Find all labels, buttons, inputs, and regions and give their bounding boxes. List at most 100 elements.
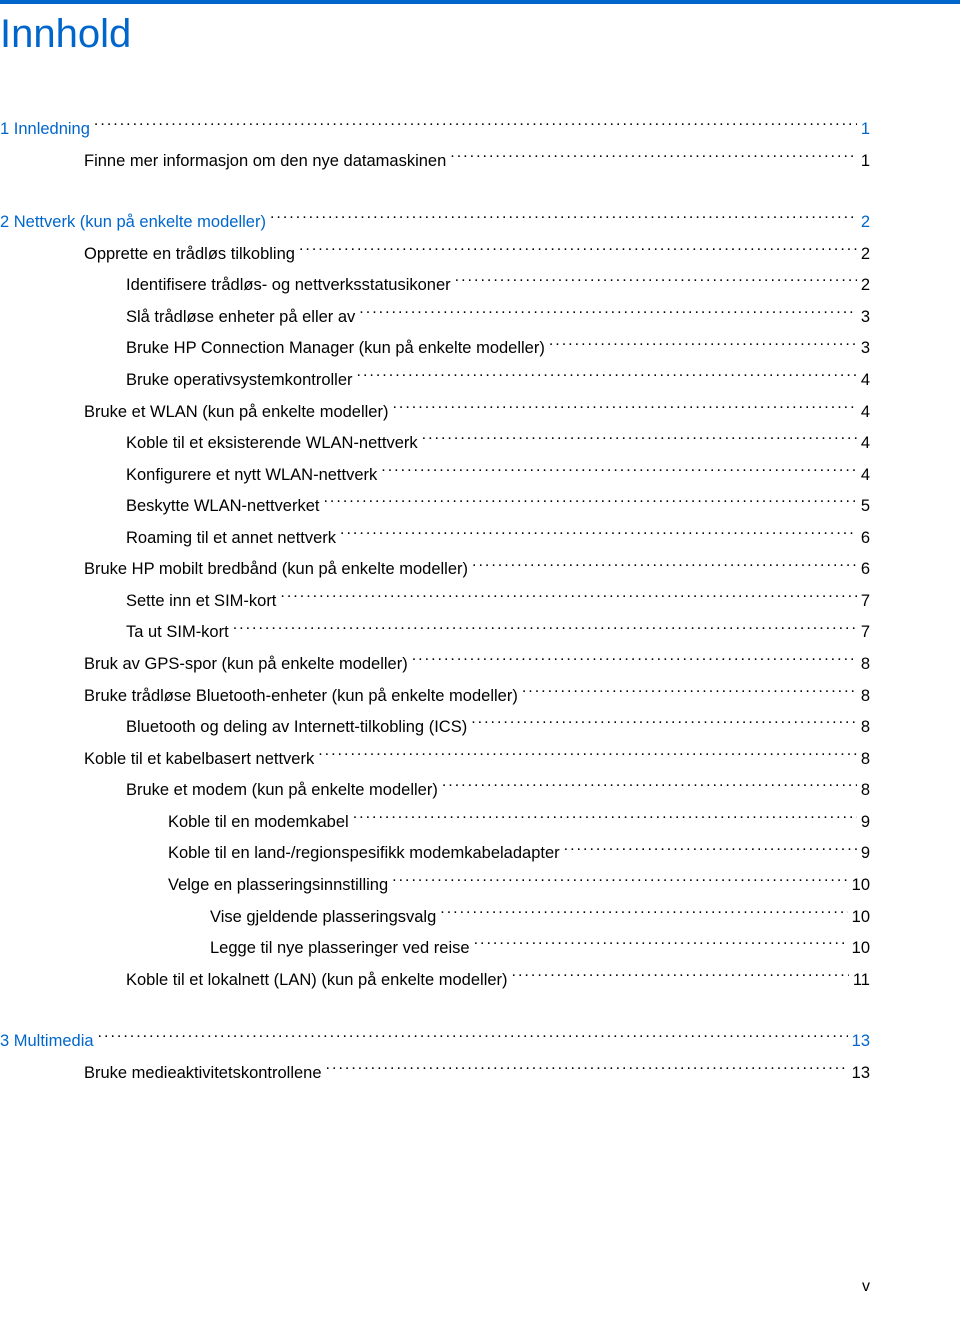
toc-leader-dots	[270, 211, 857, 228]
toc-leader-dots	[353, 810, 857, 827]
toc-entry[interactable]: Finne mer informasjon om den nye datamas…	[0, 149, 870, 175]
toc-leader-dots	[512, 968, 849, 985]
toc-entry-label: Koble til en modemkabel	[168, 810, 349, 836]
toc-entry[interactable]: Velge en plasseringsinnstilling 10	[0, 873, 870, 899]
toc-entry[interactable]: 1 Innledning 1	[0, 117, 870, 143]
toc-entry-page: 4	[861, 400, 870, 426]
toc-entry[interactable]: Bruke et modem (kun på enkelte modeller)…	[0, 778, 870, 804]
toc-entry[interactable]: Koble til en modemkabel 9	[0, 810, 870, 836]
toc-entry-label: Koble til et lokalnett (LAN) (kun på enk…	[126, 968, 508, 994]
toc-leader-dots	[340, 526, 857, 543]
toc-entry[interactable]: Bruke trådløse Bluetooth-enheter (kun på…	[0, 684, 870, 710]
table-of-contents: 1 Innledning 1 Finne mer informasjon om d…	[0, 117, 870, 1086]
toc-entry[interactable]: Vise gjeldende plasseringsvalg 10	[0, 905, 870, 931]
toc-entry-page: 4	[861, 368, 870, 394]
toc-entry-page: 10	[852, 873, 870, 899]
toc-entry-page: 2	[861, 273, 870, 299]
toc-entry[interactable]: Bruke operativsystemkontroller 4	[0, 368, 870, 394]
toc-entry[interactable]: Bruke medieaktivitetskontrollene 13	[0, 1061, 870, 1087]
toc-entry[interactable]: Legge til nye plasseringer ved reise 10	[0, 936, 870, 962]
toc-entry[interactable]: Bruke et WLAN (kun på enkelte modeller) …	[0, 400, 870, 426]
toc-entry-page: 11	[853, 968, 870, 994]
toc-entry-page: 13	[852, 1029, 870, 1055]
toc-leader-dots	[549, 337, 857, 354]
toc-entry[interactable]: Slå trådløse enheter på eller av 3	[0, 305, 870, 331]
toc-leader-dots	[94, 118, 857, 135]
toc-entry-page: 8	[861, 778, 870, 804]
toc-leader-dots	[442, 779, 857, 796]
toc-entry-page: 7	[861, 620, 870, 646]
page-number: v	[862, 1278, 870, 1296]
toc-entry-page: 1	[861, 149, 870, 175]
toc-entry-label: Bruke operativsystemkontroller	[126, 368, 353, 394]
toc-entry[interactable]: Ta ut SIM-kort 7	[0, 620, 870, 646]
toc-leader-dots	[280, 589, 856, 606]
toc-leader-dots	[474, 937, 848, 954]
toc-entry-label: Bruk av GPS-spor (kun på enkelte modelle…	[84, 652, 408, 678]
toc-entry-label: Bruke et modem (kun på enkelte modeller)	[126, 778, 438, 804]
toc-entry-label: Opprette en trådløs tilkobling	[84, 242, 295, 268]
toc-entry-page: 8	[861, 652, 870, 678]
toc-entry[interactable]: Bruk av GPS-spor (kun på enkelte modelle…	[0, 652, 870, 678]
toc-entry[interactable]: Koble til et lokalnett (LAN) (kun på enk…	[0, 968, 870, 994]
toc-entry-label: Bruke et WLAN (kun på enkelte modeller)	[84, 400, 388, 426]
toc-entry[interactable]: Konfigurere et nytt WLAN-nettverk 4	[0, 463, 870, 489]
toc-entry[interactable]: Beskytte WLAN-nettverket 5	[0, 494, 870, 520]
toc-entry[interactable]: Koble til et kabelbasert nettverk 8	[0, 747, 870, 773]
toc-entry-label: Beskytte WLAN-nettverket	[126, 494, 319, 520]
toc-entry[interactable]: Identifisere trådløs- og nettverksstatus…	[0, 273, 870, 299]
toc-entry-page: 2	[861, 210, 870, 236]
toc-entry[interactable]: Bruke HP mobilt bredbånd (kun på enkelte…	[0, 557, 870, 583]
toc-entry[interactable]: Opprette en trådløs tilkobling 2	[0, 242, 870, 268]
toc-entry-label: 2 Nettverk (kun på enkelte modeller)	[0, 210, 266, 236]
toc-leader-dots	[299, 242, 857, 259]
toc-entry-label: Koble til et eksisterende WLAN-nettverk	[126, 431, 418, 457]
toc-entry-page: 4	[861, 463, 870, 489]
toc-leader-dots	[422, 432, 857, 449]
toc-leader-dots	[455, 274, 857, 291]
toc-entry-page: 2	[861, 242, 870, 268]
section-gap	[0, 180, 870, 210]
toc-entry-label: Koble til et kabelbasert nettverk	[84, 747, 314, 773]
toc-entry-label: Vise gjeldende plasseringsvalg	[210, 905, 436, 931]
toc-entry-label: Velge en plasseringsinnstilling	[168, 873, 388, 899]
toc-entry-page: 10	[852, 936, 870, 962]
toc-entry-label: Legge til nye plasseringer ved reise	[210, 936, 470, 962]
toc-entry-page: 10	[852, 905, 870, 931]
toc-leader-dots	[472, 558, 857, 575]
toc-entry[interactable]: Koble til et eksisterende WLAN-nettverk …	[0, 431, 870, 457]
toc-entry-page: 6	[861, 557, 870, 583]
toc-entry-label: Konfigurere et nytt WLAN-nettverk	[126, 463, 377, 489]
toc-leader-dots	[450, 149, 857, 166]
toc-entry-page: 3	[861, 336, 870, 362]
toc-entry[interactable]: Bluetooth og deling av Internett-tilkobl…	[0, 715, 870, 741]
toc-entry[interactable]: Bruke HP Connection Manager (kun på enke…	[0, 336, 870, 362]
toc-entry[interactable]: Sette inn et SIM-kort 7	[0, 589, 870, 615]
toc-entry-label: Finne mer informasjon om den nye datamas…	[84, 149, 446, 175]
toc-leader-dots	[392, 400, 856, 417]
toc-entry-label: Bruke HP mobilt bredbånd (kun på enkelte…	[84, 557, 468, 583]
toc-leader-dots	[440, 905, 847, 922]
toc-entry[interactable]: Koble til en land-/regionspesifikk modem…	[0, 841, 870, 867]
toc-leader-dots	[392, 873, 848, 890]
toc-entry-label: Ta ut SIM-kort	[126, 620, 229, 646]
toc-entry[interactable]: Roaming til et annet nettverk 6	[0, 526, 870, 552]
toc-entry-page: 8	[861, 684, 870, 710]
toc-entry-page: 3	[861, 305, 870, 331]
toc-entry-label: Sette inn et SIM-kort	[126, 589, 276, 615]
toc-leader-dots	[98, 1030, 848, 1047]
toc-entry-page: 6	[861, 526, 870, 552]
content-area: Innhold 1 Innledning 1Finne mer informas…	[0, 4, 960, 1086]
toc-entry-label: Roaming til et annet nettverk	[126, 526, 336, 552]
toc-leader-dots	[471, 716, 857, 733]
toc-entry[interactable]: 3 Multimedia 13	[0, 1029, 870, 1055]
toc-leader-dots	[522, 684, 857, 701]
toc-entry-label: Slå trådløse enheter på eller av	[126, 305, 355, 331]
toc-leader-dots	[381, 463, 857, 480]
toc-entry-page: 5	[861, 494, 870, 520]
toc-leader-dots	[359, 305, 857, 322]
toc-leader-dots	[412, 653, 857, 670]
toc-entry-label: Koble til en land-/regionspesifikk modem…	[168, 841, 560, 867]
toc-entry[interactable]: 2 Nettverk (kun på enkelte modeller) 2	[0, 210, 870, 236]
toc-leader-dots	[326, 1061, 848, 1078]
